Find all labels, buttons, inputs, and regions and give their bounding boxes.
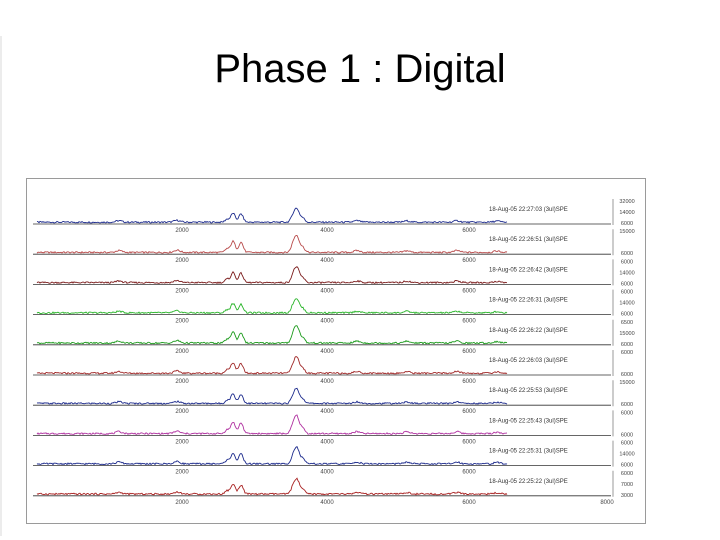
- x-tick-label: 4000: [320, 409, 334, 415]
- spectrum-trace: [36, 325, 508, 345]
- y-tick-label: 6000: [621, 402, 633, 408]
- y-tick-label: 6000: [621, 251, 633, 257]
- spectrum-label: 18-Aug-05 22:25:22 (3ul)SPE: [489, 479, 568, 485]
- y-tick-label: 6000: [621, 342, 633, 348]
- y-tick-label: 15000: [619, 331, 634, 337]
- y-tick-label: 14000: [619, 210, 634, 216]
- x-tick-label: 4000: [320, 228, 334, 234]
- y-tick-label: 6000: [621, 281, 633, 287]
- spectrum-trace: [36, 207, 508, 224]
- spectrum-row: 2000 4000 6000 18-Aug-05 22:25:53 (3ul)SPE 1…: [33, 380, 635, 415]
- spectrum-label: 18-Aug-05 22:26:51 (3ul)SPE: [489, 237, 568, 243]
- spectrum-row: 2000 4000 6000 18-Aug-05 22:26:03 (3ul)SPE 6…: [33, 350, 633, 385]
- y-tick-label: 7000: [621, 482, 633, 488]
- x-tick-label: 8000: [600, 500, 614, 506]
- spectrum-row: 2000 4000 6000 18-Aug-05 22:27:03 (3ul)SPE 3…: [33, 199, 635, 234]
- x-tick-label: 4000: [320, 379, 334, 385]
- spectrum-row: 2000 4000 6000 18-Aug-05 22:26:31 (3ul)SPE 6…: [33, 289, 635, 325]
- y-tick-label: 6000: [621, 410, 633, 416]
- y-tick-label: 6000: [621, 372, 633, 378]
- spectrum-row: 2000 4000 6000 18-Aug-05 22:26:22 (3ul)SPE 6…: [33, 320, 635, 355]
- x-tick-label: 2000: [175, 228, 189, 234]
- spectrum-row: 2000 4000 6000 8000 18-Aug-05 22:25:22 (3ul)…: [33, 470, 633, 506]
- spectrum-label: 18-Aug-05 22:25:43 (3ul)SPE: [489, 418, 568, 424]
- x-tick-label: 2000: [175, 439, 189, 445]
- spectrum-label: 18-Aug-05 22:26:22 (3ul)SPE: [489, 328, 568, 334]
- x-tick-label: 4000: [320, 470, 334, 476]
- spectrum-label: 18-Aug-05 22:26:31 (3ul)SPE: [489, 298, 568, 304]
- y-tick-label: 6500: [621, 320, 633, 326]
- y-tick-label: 6000: [621, 221, 633, 227]
- y-tick-label: 14000: [619, 301, 634, 307]
- y-tick-label: 6000: [621, 312, 633, 318]
- y-tick-label: 14000: [619, 270, 634, 276]
- x-tick-label: 2000: [175, 409, 189, 415]
- y-tick-label: 6000: [621, 463, 633, 469]
- x-tick-label: 6000: [462, 470, 476, 476]
- x-tick-label: 6000: [462, 349, 476, 355]
- x-tick-label: 6000: [462, 258, 476, 264]
- x-tick-label: 2000: [175, 258, 189, 264]
- y-tick-label: 15000: [619, 229, 634, 235]
- x-tick-label: 4000: [320, 258, 334, 264]
- spectrum-label: 18-Aug-05 22:25:31 (3ul)SPE: [489, 449, 568, 455]
- y-tick-label: 6000: [621, 259, 633, 265]
- slide-edge: [0, 36, 2, 536]
- spectrum-trace: [36, 414, 508, 436]
- spectrum-trace: [36, 298, 508, 315]
- x-tick-label: 4000: [320, 319, 334, 325]
- x-tick-label: 6000: [462, 319, 476, 325]
- x-tick-label: 2000: [175, 470, 189, 476]
- y-tick-label: 6000: [621, 350, 633, 356]
- x-tick-label: 6000: [462, 288, 476, 294]
- y-tick-label: 15000: [619, 380, 634, 386]
- spectra-figure: 2000 4000 6000 18-Aug-05 22:27:03 (3ul)SPE 3…: [26, 178, 646, 524]
- x-tick-label: 6000: [462, 228, 476, 234]
- y-tick-label: 6000: [621, 432, 633, 438]
- spectrum-trace: [36, 387, 508, 405]
- spectrum-label: 18-Aug-05 22:26:42 (3ul)SPE: [489, 267, 568, 273]
- x-tick-label: 2000: [175, 500, 189, 506]
- spectrum-trace: [36, 356, 508, 375]
- spectrum-trace: [36, 445, 508, 466]
- y-tick-label: 32000: [619, 199, 634, 205]
- y-tick-label: 6000: [621, 290, 633, 296]
- x-tick-label: 4000: [320, 349, 334, 355]
- x-tick-label: 6000: [462, 379, 476, 385]
- x-tick-label: 6000: [462, 409, 476, 415]
- spectrum-row: 2000 4000 6000 18-Aug-05 22:25:31 (3ul)SPE 6…: [33, 440, 635, 476]
- spectrum-trace: [36, 266, 508, 285]
- y-tick-label: 6000: [621, 471, 633, 477]
- spectrum-trace: [36, 235, 508, 254]
- spectrum-trace: [36, 477, 508, 496]
- x-tick-label: 4000: [320, 500, 334, 506]
- x-tick-label: 2000: [175, 288, 189, 294]
- y-tick-label: 14000: [619, 452, 634, 458]
- spectrum-label: 18-Aug-05 22:25:53 (3ul)SPE: [489, 388, 568, 394]
- x-tick-label: 6000: [462, 439, 476, 445]
- x-tick-label: 4000: [320, 439, 334, 445]
- spectrum-row: 2000 4000 6000 18-Aug-05 22:25:43 (3ul)SPE 6…: [33, 410, 633, 445]
- x-tick-label: 4000: [320, 288, 334, 294]
- stacked-spectra-chart: 2000 4000 6000 18-Aug-05 22:27:03 (3ul)SPE 3…: [33, 199, 635, 506]
- y-tick-label: 6000: [621, 441, 633, 447]
- x-tick-label: 6000: [462, 500, 476, 506]
- y-tick-label: 3000: [621, 493, 633, 499]
- x-tick-label: 2000: [175, 319, 189, 325]
- x-tick-label: 2000: [175, 379, 189, 385]
- spectrum-label: 18-Aug-05 22:27:03 (3ul)SPE: [489, 207, 568, 213]
- slide-title: Phase 1 : Digital: [214, 47, 506, 91]
- spectrum-label: 18-Aug-05 22:26:03 (3ul)SPE: [489, 358, 568, 364]
- x-tick-label: 2000: [175, 349, 189, 355]
- spectrum-row: 2000 4000 6000 18-Aug-05 22:26:42 (3ul)SPE 6…: [33, 259, 635, 294]
- spectrum-row: 2000 4000 6000 18-Aug-05 22:26:51 (3ul)SPE 1…: [33, 229, 635, 264]
